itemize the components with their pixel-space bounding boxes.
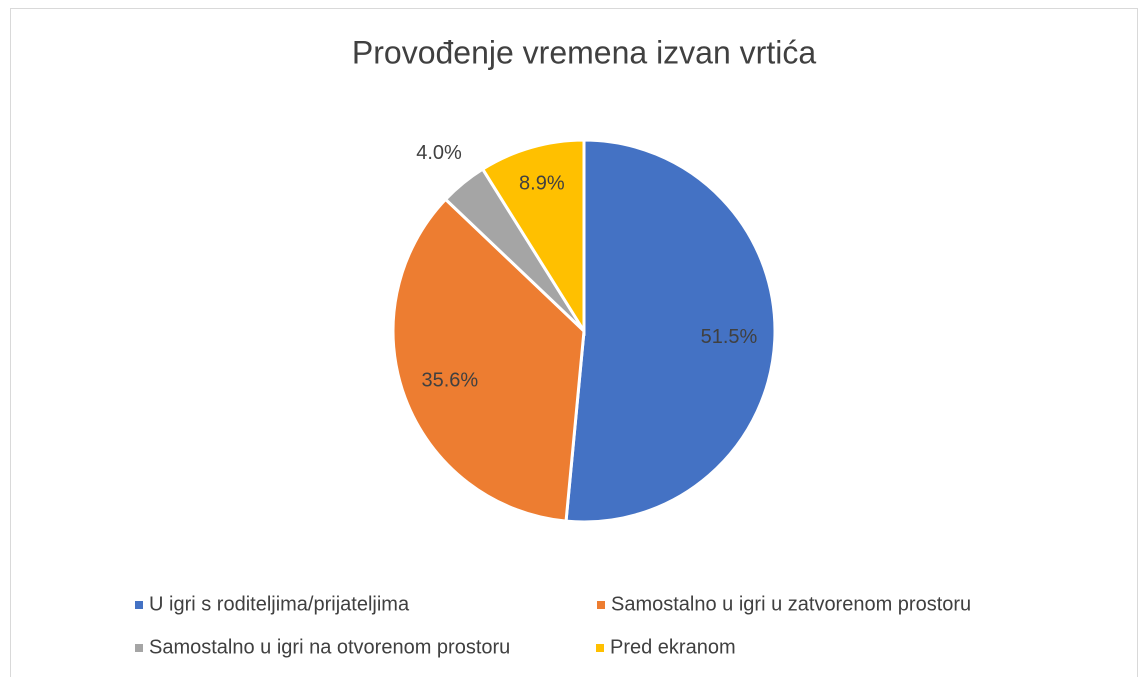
legend-label: Samostalno u igri u zatvorenom prostoru (611, 593, 971, 615)
data-label: 8.9% (519, 172, 565, 194)
data-label: 4.0% (416, 142, 462, 164)
pie-slice (480, 138, 586, 337)
legend-marker (135, 644, 143, 652)
chart-title: Provođenje vremena izvan vrtića (352, 34, 816, 70)
legend-label: Pred ekranom (610, 636, 736, 658)
legend-label: U igri s roditeljima/prijateljima (149, 593, 410, 615)
legend-label: Samostalno u igri na otvorenom prostoru (149, 636, 510, 658)
pie-slice (564, 138, 777, 524)
legend-marker (596, 644, 604, 652)
pie-slice (391, 197, 586, 523)
legend-marker (597, 601, 605, 609)
legend-marker (135, 601, 143, 609)
data-label: 51.5% (701, 326, 758, 348)
data-label: 35.6% (421, 369, 478, 391)
